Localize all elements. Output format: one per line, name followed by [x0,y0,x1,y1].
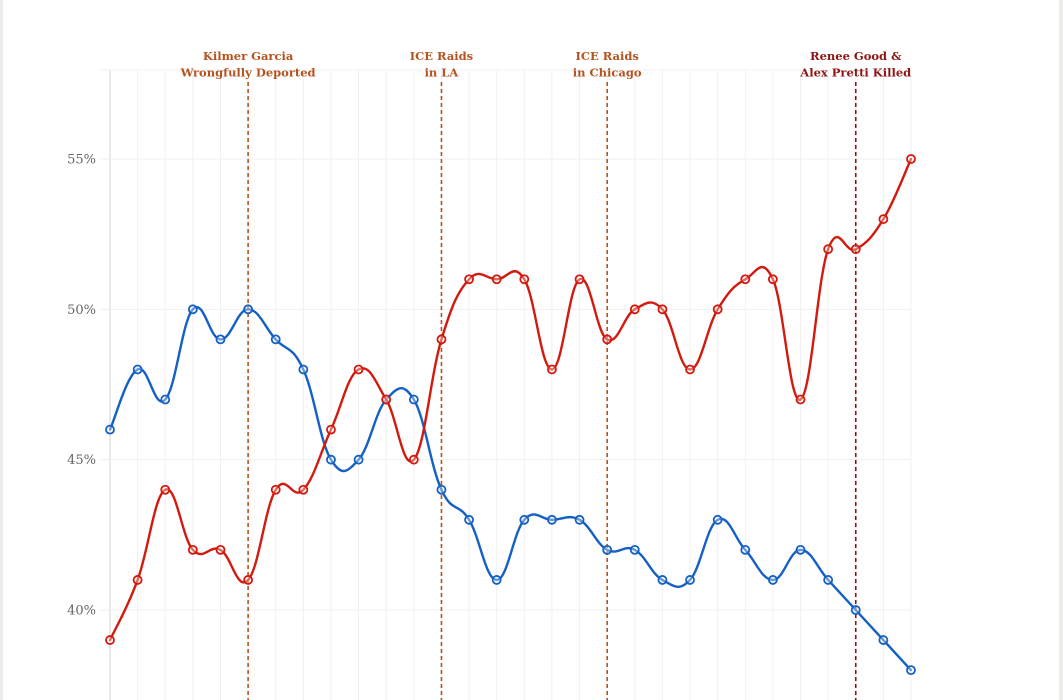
red-series [105,154,916,645]
data-point-marker[interactable] [767,274,778,285]
data-point-marker[interactable] [547,514,557,525]
data-point-marker[interactable] [353,454,364,465]
y-tick-label: 40% [67,604,96,619]
data-point-marker[interactable] [270,334,281,345]
data-point-marker[interactable] [464,514,474,525]
vertical-gridlines [109,70,912,700]
data-point-marker[interactable] [105,424,115,435]
left-frame-border [0,0,3,700]
data-point-marker[interactable] [629,304,640,315]
data-point-marker[interactable] [436,484,447,495]
data-point-marker[interactable] [712,304,723,315]
data-point-marker[interactable] [850,605,861,615]
annotation-label: Wrongfully Deported [180,66,316,80]
annotation-label: ICE Raids [575,49,638,63]
data-point-marker[interactable] [408,454,419,465]
data-point-marker[interactable] [491,575,502,585]
data-point-marker[interactable] [519,514,530,525]
data-point-marker[interactable] [326,424,336,435]
annotation-label: Kilmer Garcia [203,49,294,63]
data-point-marker[interactable] [850,244,861,255]
data-point-marker[interactable] [132,364,143,375]
y-tick-label: 55% [67,153,96,168]
data-point-marker[interactable] [160,394,171,405]
data-point-marker[interactable] [105,635,115,645]
data-point-marker[interactable] [243,575,254,585]
annotation-label: in LA [425,66,460,80]
annotation-label: in Chicago [573,66,642,80]
data-point-marker[interactable] [878,214,889,225]
data-point-marker[interactable] [464,274,474,285]
data-point-marker[interactable] [823,575,834,585]
data-point-marker[interactable] [712,514,723,525]
y-axis-tick-labels: 40% 45% 50% 55% [67,153,96,619]
data-point-marker[interactable] [767,575,778,585]
data-point-marker[interactable] [602,544,613,555]
data-point-marker[interactable] [381,394,392,405]
data-point-marker[interactable] [685,364,695,375]
data-point-marker[interactable] [547,364,557,375]
data-point-marker[interactable] [740,274,751,285]
annotation-label: Renee Good & [810,49,902,63]
data-point-marker[interactable] [602,334,613,345]
data-point-marker[interactable] [491,274,502,285]
data-point-marker[interactable] [878,635,889,645]
data-point-marker[interactable] [298,484,309,495]
annotation-label: ICE Raids [410,49,473,63]
data-point-marker[interactable] [160,484,171,495]
data-point-marker[interactable] [270,484,281,495]
data-point-marker[interactable] [519,274,530,285]
y-tick-label: 45% [67,453,96,468]
data-point-marker[interactable] [326,454,336,465]
data-point-marker[interactable] [353,364,364,375]
annotation-label: Alex Pretti Killed [799,66,911,80]
data-point-marker[interactable] [132,575,143,585]
data-point-marker[interactable] [685,575,695,585]
data-point-marker[interactable] [243,304,254,315]
data-point-marker[interactable] [795,394,806,405]
right-frame-border [1059,0,1063,700]
data-point-marker[interactable] [187,544,198,555]
data-point-marker[interactable] [298,364,309,375]
series-line [108,305,913,672]
data-point-marker[interactable] [574,514,585,525]
data-series [105,154,916,676]
data-point-marker[interactable] [215,544,226,555]
data-point-marker[interactable] [740,544,751,555]
data-point-marker[interactable] [657,575,668,585]
data-point-marker[interactable] [574,274,585,285]
data-point-marker[interactable] [629,544,640,555]
series-line [108,157,913,642]
data-point-marker[interactable] [906,665,916,676]
data-point-marker[interactable] [795,544,806,555]
horizontal-gridlines [100,69,911,611]
data-point-marker[interactable] [436,334,447,345]
data-point-marker[interactable] [657,304,668,315]
y-tick-label: 50% [67,303,96,318]
data-point-marker[interactable] [215,334,226,345]
data-point-marker[interactable] [906,154,916,164]
data-point-marker[interactable] [823,244,834,255]
data-point-marker[interactable] [408,394,419,405]
blue-series [105,304,916,676]
data-point-marker[interactable] [187,304,198,315]
event-annotations: Kilmer Garcia Wrongfully Deported ICE Raid… [180,49,911,700]
